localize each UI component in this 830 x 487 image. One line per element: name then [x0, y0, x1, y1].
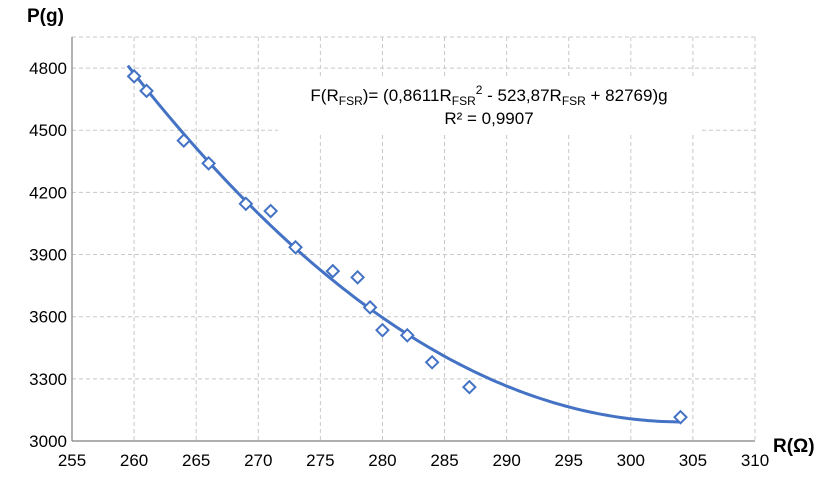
- x-tick-label: 285: [430, 451, 458, 470]
- x-tick-label: 260: [120, 451, 148, 470]
- r-squared-label: R² = 0,9907: [444, 109, 533, 128]
- y-axis-title: P(g): [27, 6, 64, 27]
- data-point: [399, 327, 415, 343]
- data-points: [126, 68, 688, 425]
- equation-prefix: F(R: [310, 86, 338, 105]
- equation-sub-2: FSR: [452, 94, 476, 108]
- grid: [72, 36, 756, 441]
- equation-sup: 2: [476, 83, 483, 97]
- x-tick-label: 290: [492, 451, 520, 470]
- data-point: [139, 83, 154, 99]
- data-point: [201, 155, 217, 171]
- axes: [71, 37, 755, 442]
- equation-sub-1: FSR: [339, 94, 363, 108]
- data-point: [375, 322, 390, 338]
- x-tick-label: 265: [182, 451, 210, 470]
- equation-sub-3: FSR: [562, 94, 586, 108]
- tick-labels: 255 260 265 270 275 280 285 290 295 300 305 310 3000…: [29, 59, 769, 470]
- data-point: [350, 269, 366, 285]
- x-tick-label: 300: [617, 451, 645, 470]
- x-tick-label: 270: [244, 451, 272, 470]
- y-tick-label: 4500: [29, 121, 67, 140]
- x-tick-label: 295: [555, 451, 583, 470]
- x-axis-title: R(Ω): [773, 436, 815, 457]
- y-tick-label: 3300: [29, 370, 67, 389]
- data-point: [176, 133, 192, 149]
- y-tick-label: 3600: [29, 308, 67, 327]
- data-point: [461, 379, 477, 395]
- equation-text: F(RFSR)= (0,8611RFSR2 - 523,87RFSR + 827…: [310, 83, 667, 108]
- data-point: [673, 409, 688, 425]
- x-tick-label: 280: [368, 451, 396, 470]
- x-tick-label: 305: [679, 451, 707, 470]
- data-point: [288, 239, 303, 255]
- x-tick-label: 255: [58, 451, 86, 470]
- y-tick-label: 3900: [29, 246, 67, 265]
- equation-mid-2: - 523,87R: [482, 86, 561, 105]
- equation-box: [278, 78, 701, 133]
- x-tick-label: 310: [741, 451, 769, 470]
- equation-mid-1: )= (0,8611R: [363, 86, 452, 105]
- data-point: [325, 263, 341, 279]
- y-tick-label: 4800: [29, 59, 67, 78]
- x-tick-label: 275: [306, 451, 334, 470]
- data-point: [126, 68, 142, 84]
- data-point: [263, 203, 279, 219]
- y-tick-label: 4200: [29, 183, 67, 202]
- equation-suffix: + 82769)g: [586, 86, 668, 105]
- data-point: [424, 354, 440, 370]
- equation-annotation: F(RFSR)= (0,8611RFSR2 - 523,87RFSR + 827…: [278, 78, 701, 133]
- data-point: [238, 196, 254, 212]
- y-tick-label: 3000: [29, 432, 67, 451]
- data-point: [362, 299, 378, 315]
